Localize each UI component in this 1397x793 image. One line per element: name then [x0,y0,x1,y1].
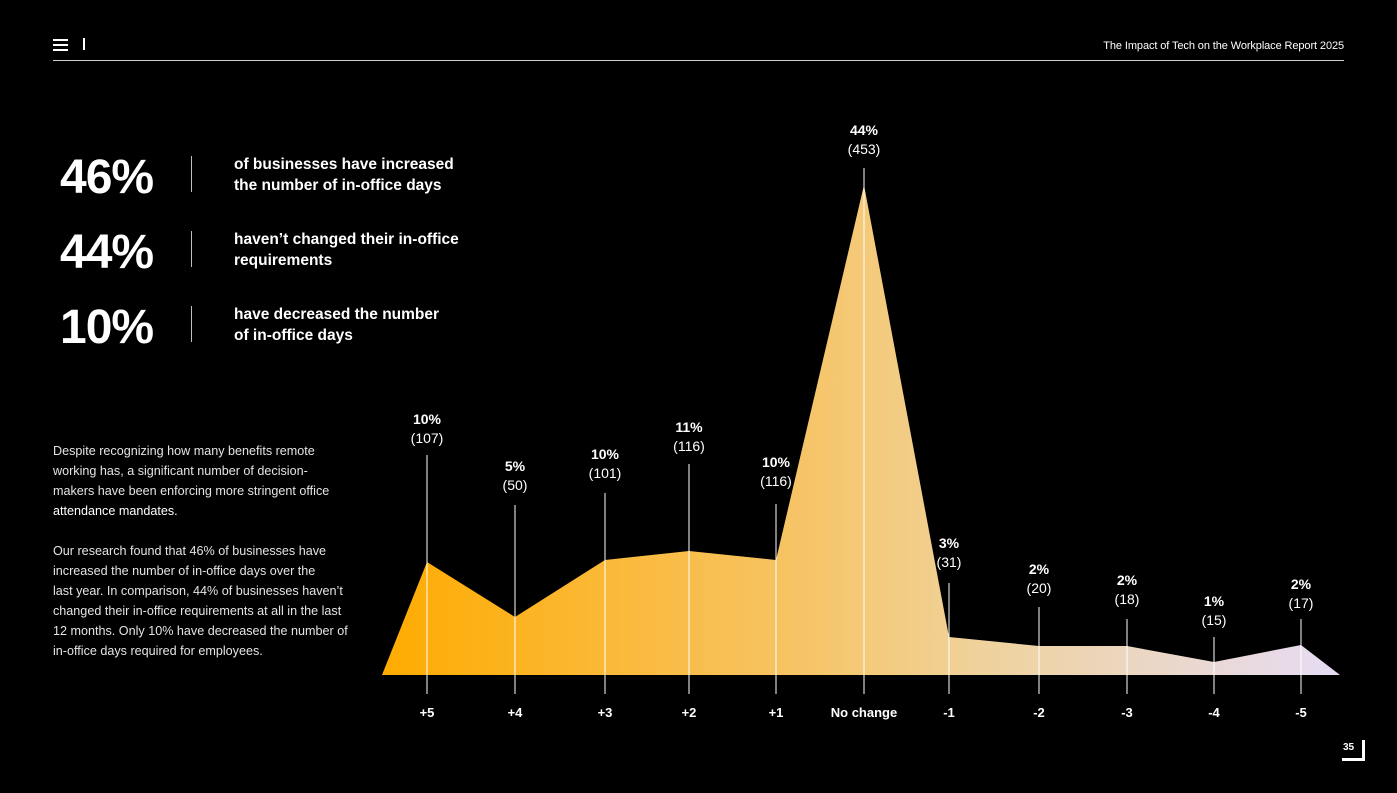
body-paragraph-2: Our research found that 46% of businesse… [53,541,363,661]
x-tick-label: -5 [1295,705,1307,720]
body-line: makers have been enforcing more stringen… [53,484,330,498]
data-label-percent: 2% [1291,576,1312,592]
stat-row-decreased: 10% have decreased the number of in-offi… [60,302,480,362]
body-line: Our research found that 46% of businesse… [53,544,327,558]
page-number-badge: 35 [1342,740,1366,762]
data-label-percent: 11% [675,419,703,435]
data-label-count: (101) [589,465,622,481]
data-label-count: (18) [1115,591,1140,607]
x-tick-label: +1 [769,705,784,720]
menu-icon[interactable] [53,38,68,51]
data-label-count: (107) [411,430,444,446]
stat-row-increased: 46% of businesses have increased the num… [60,152,480,212]
data-label-percent: 10% [413,411,442,427]
data-label-percent: 3% [939,535,960,551]
report-title: The Impact of Tech on the Workplace Repo… [1103,40,1344,52]
body-line: changed their in-office requirements at … [53,604,342,618]
data-label-percent: 5% [505,458,526,474]
stat-description: of businesses have increased the number … [234,154,484,196]
data-label-count: (50) [503,477,528,493]
body-line: Despite recognizing how many benefits re… [53,444,315,458]
x-tick-label: -3 [1121,705,1133,720]
x-tick-label: +3 [598,705,613,720]
x-tick-label: +2 [682,705,697,720]
data-label-percent: 44% [850,122,879,138]
body-line: increased the number of in-office days o… [53,564,316,578]
stat-divider [191,231,192,267]
x-tick-label: +5 [420,705,435,720]
stat-description: have decreased the number of in-office d… [234,304,484,346]
stat-divider [191,156,192,192]
page-number: 35 [1343,742,1355,753]
x-tick-label: +4 [508,705,524,720]
data-label-count: (116) [760,473,792,489]
data-label-percent: 10% [762,454,791,470]
x-tick-label: -1 [943,705,955,720]
stat-desc-line: of in-office days [234,327,353,344]
stat-desc-line: requirements [234,252,333,269]
top-bar: The Impact of Tech on the Workplace Repo… [53,36,1344,61]
data-label-percent: 2% [1117,572,1138,588]
data-label-count: (17) [1289,595,1314,611]
stat-desc-line: the number of in-office days [234,177,442,194]
stat-desc-line: of businesses have increased [234,156,454,173]
data-label-percent: 1% [1204,593,1225,609]
data-label-percent: 10% [591,446,620,462]
body-line: last year. In comparison, 44% of busines… [53,584,343,598]
body-paragraph-1: Despite recognizing how many benefits re… [53,441,363,521]
area-series [382,185,1340,675]
top-separator [83,38,85,50]
body-line: attendance mandates. [53,504,178,518]
page-badge-box [1342,740,1365,761]
data-label-percent: 2% [1029,561,1050,577]
stat-desc-line: have decreased the number [234,306,440,323]
data-label-count: (31) [937,554,962,570]
body-line: in-office days required for employees. [53,644,263,658]
body-line: 12 months. Only 10% have decreased the n… [53,624,348,638]
x-tick-label: -2 [1033,705,1045,720]
x-tick-label: -4 [1208,705,1220,720]
stat-percent: 46% [60,151,154,204]
data-label-count: (116) [673,438,705,454]
body-line: working has, a significant number of dec… [53,464,308,478]
stat-percent: 10% [60,301,154,354]
stat-divider [191,306,192,342]
stat-percent: 44% [60,226,154,279]
x-tick-label: No change [831,705,897,720]
data-label-count: (453) [848,141,881,157]
data-label-count: (20) [1027,580,1052,596]
data-label-count: (15) [1202,612,1227,628]
stat-description: haven’t changed their in-office requirem… [234,229,484,271]
stat-desc-line: haven’t changed their in-office [234,231,459,248]
stat-row-unchanged: 44% haven’t changed their in-office requ… [60,227,480,287]
